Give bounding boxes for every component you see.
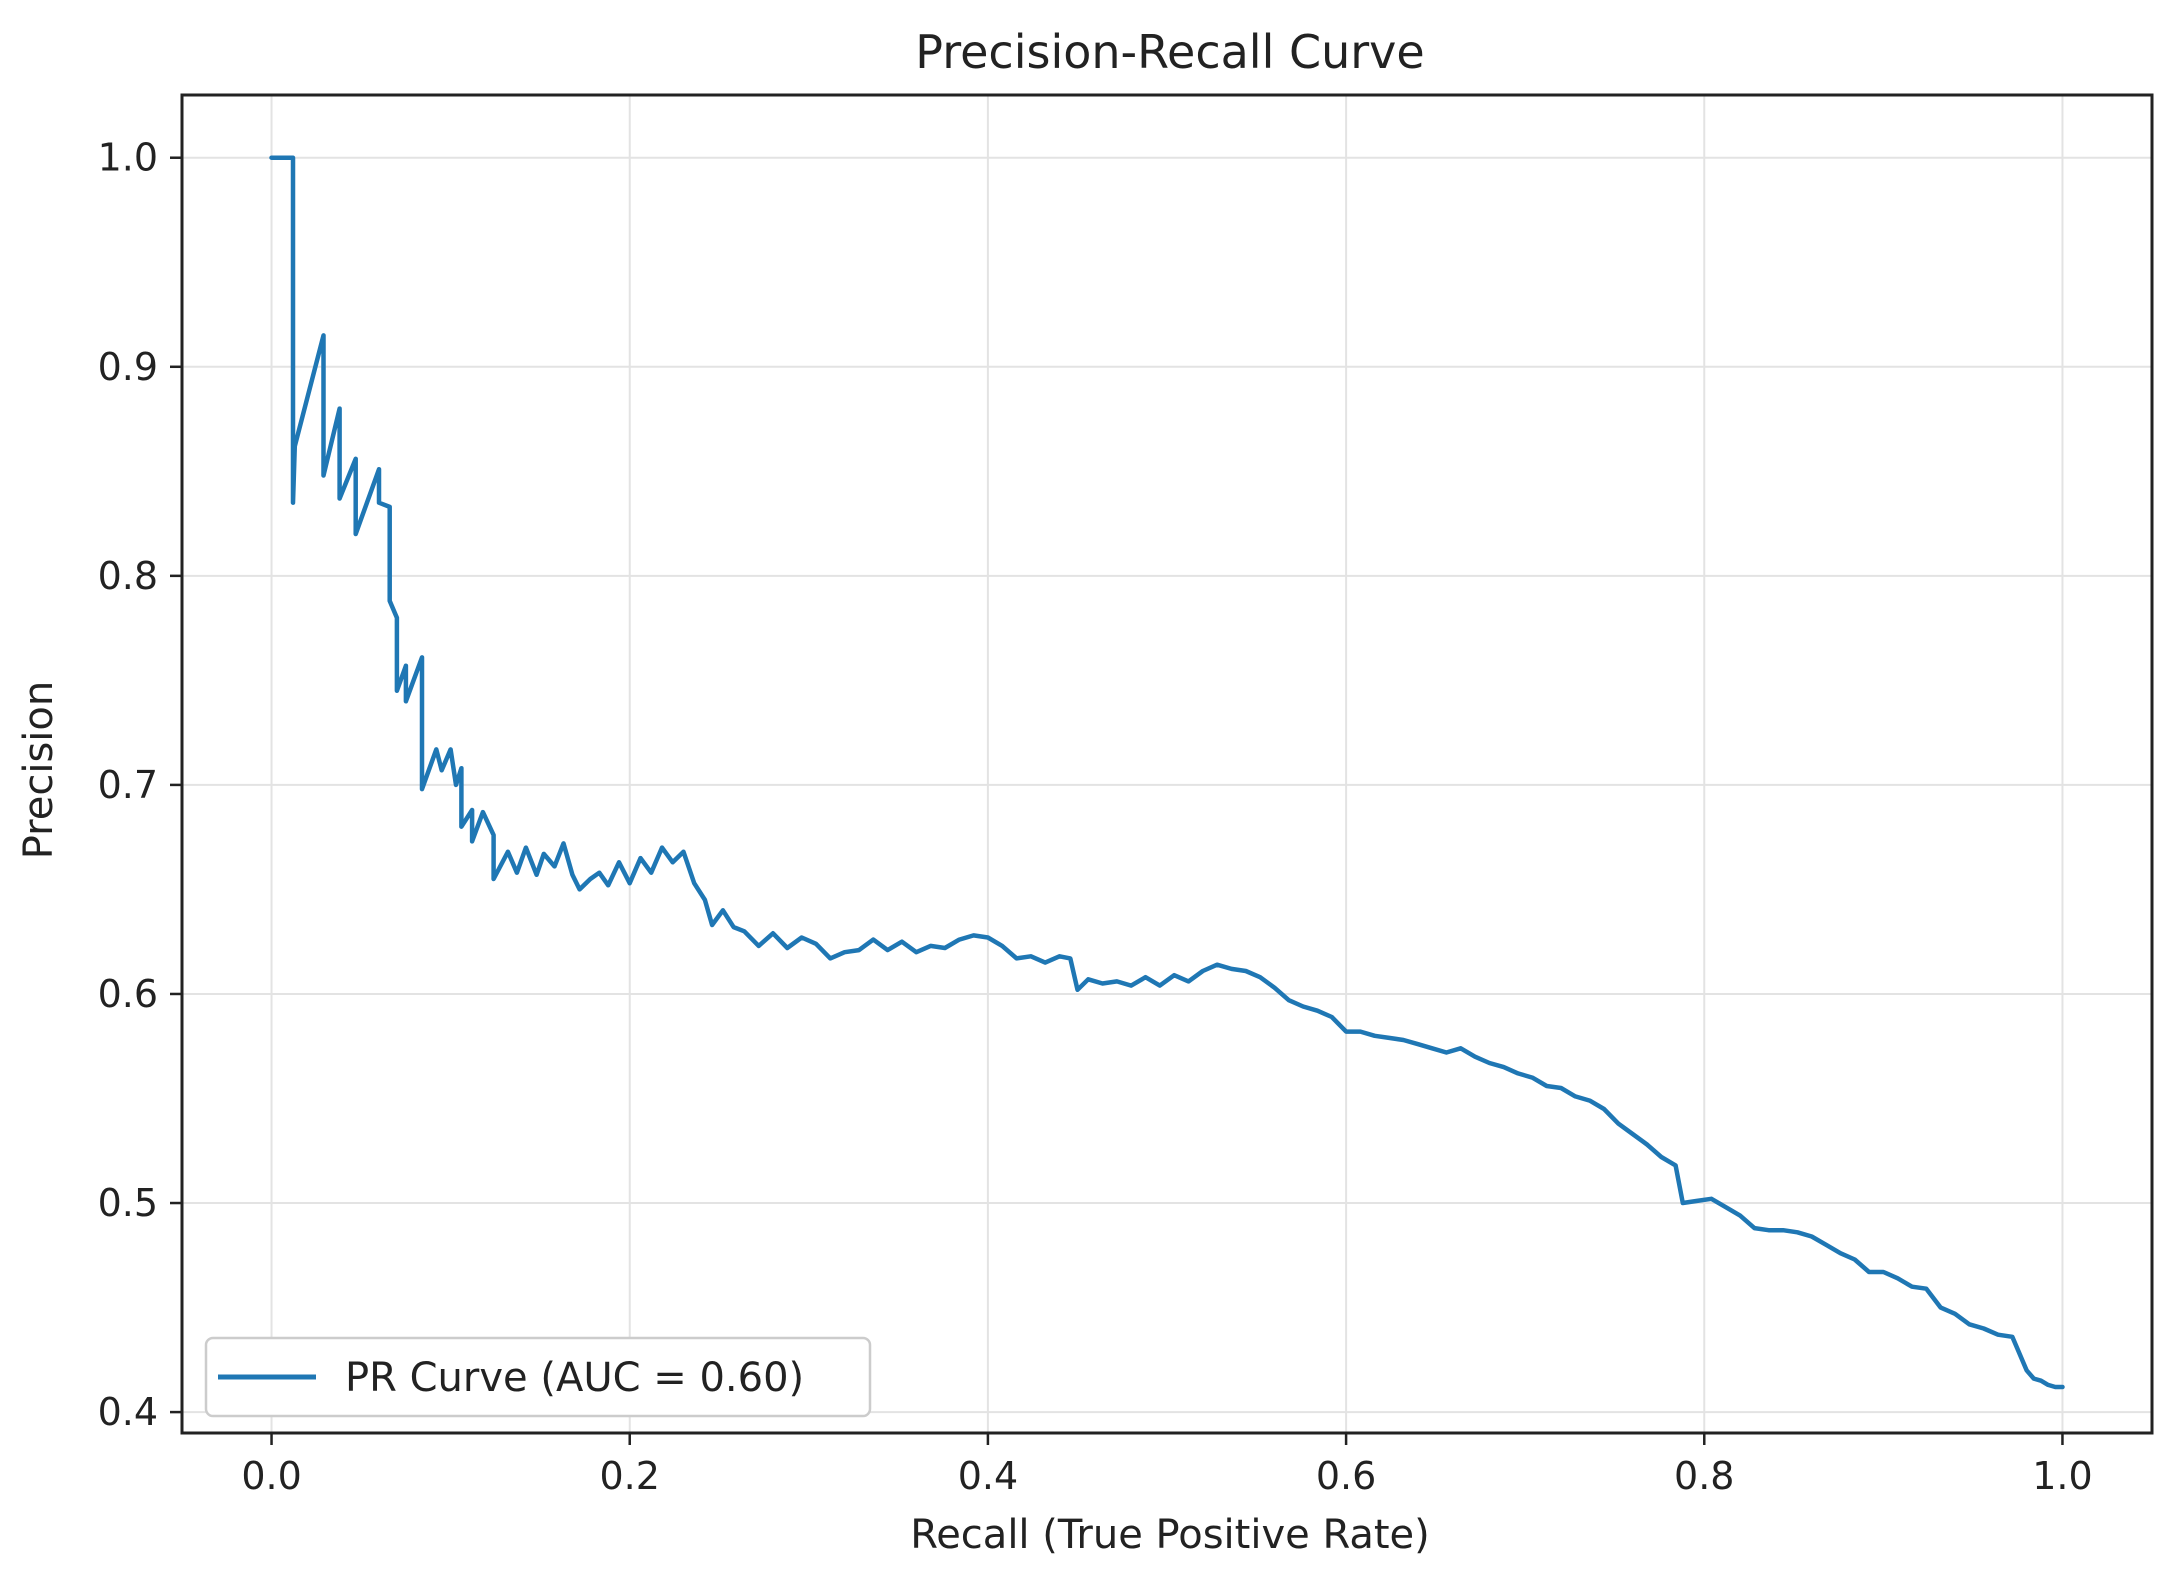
pr-curve-line <box>269 155 2065 1390</box>
x-tick-label: 0.0 <box>241 1454 301 1498</box>
x-tick-label: 0.2 <box>600 1454 660 1498</box>
x-tick-label: 0.8 <box>1674 1454 1734 1498</box>
legend-box <box>204 1336 872 1418</box>
tick-layer: 0.0 0.2 0.4 0.6 0.8 1.0 0.4 0.5 0.6 0.7 0.8 0.9 1.0 <box>98 136 2093 1498</box>
chart-title: Precision-Recall Curve <box>915 25 1424 79</box>
x-tick-label: 0.6 <box>1316 1454 1376 1498</box>
y-tick-label: 1.0 <box>98 136 158 180</box>
grid-layer <box>182 95 2152 1433</box>
legend-label: PR Curve (AUC = 0.60) <box>345 1355 804 1401</box>
y-tick-label: 0.5 <box>98 1181 158 1225</box>
x-tick-label: 1.0 <box>2032 1454 2092 1498</box>
y-tick-label: 0.6 <box>98 972 158 1016</box>
y-tick-label: 0.4 <box>98 1390 158 1434</box>
x-tick-label: 0.4 <box>958 1454 1018 1498</box>
y-tick-label: 0.9 <box>98 345 158 389</box>
series-layer <box>269 155 2065 1390</box>
legend: PR Curve (AUC = 0.60) <box>204 1336 872 1418</box>
y-tick-label: 0.8 <box>98 554 158 598</box>
plot-frame <box>180 93 2154 1435</box>
x-axis-label: Recall (True Positive Rate) <box>910 1512 1430 1558</box>
y-tick-label: 0.7 <box>98 763 158 807</box>
y-axis-label: Precision <box>16 681 62 859</box>
